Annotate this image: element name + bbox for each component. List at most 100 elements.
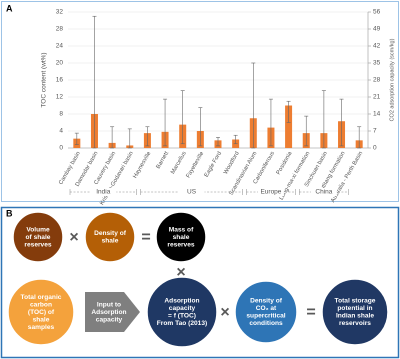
x-tick-label: Marcellus <box>170 151 188 176</box>
node-label: Total storage <box>335 298 376 305</box>
node-circle <box>84 211 136 263</box>
y-tick-label: 12 <box>56 94 64 101</box>
x-tick-label: Fayetteville <box>186 151 206 179</box>
node-circle <box>7 278 75 346</box>
panel-b-frame <box>0 206 400 359</box>
x-tick-label: Krishna-Godavari basin <box>99 151 134 206</box>
error-bar <box>145 126 150 147</box>
node-label: reserves <box>167 241 194 248</box>
y-tick-label: 20 <box>56 60 64 67</box>
node-label: shale <box>33 316 50 323</box>
node-label: shale <box>102 238 119 245</box>
y2-tick-label: 42 <box>373 43 381 50</box>
node-label: samples <box>28 324 55 331</box>
y2-tick-label: 14 <box>373 111 381 118</box>
operator: = <box>141 229 150 246</box>
y-axis-label: TOC content (wt%) <box>41 52 48 107</box>
node-label: carbon <box>30 301 52 308</box>
region-label: US <box>187 189 197 196</box>
node-circle <box>155 211 207 263</box>
y2-axis-label: CO2 adsorption capacity (scm/kg) <box>389 38 395 121</box>
node-label: reservoirs <box>339 320 371 327</box>
node-circle <box>146 276 218 348</box>
y2-tick-label: 21 <box>373 94 381 101</box>
node-label: supercritical <box>246 313 285 320</box>
y-tick-label: 4 <box>59 128 63 135</box>
node-label: of shale <box>26 234 51 241</box>
x-tick-label: Barnett <box>156 150 171 170</box>
error-bar <box>268 98 273 147</box>
operator: × <box>220 304 229 321</box>
error-bar <box>357 126 362 149</box>
node-circle <box>321 278 389 346</box>
node-label: Total organic <box>21 294 62 301</box>
panel-label: B <box>6 208 13 218</box>
error-bar <box>216 137 220 147</box>
node-label: Volume <box>26 226 50 233</box>
node-label: Input to <box>97 301 121 308</box>
node-label: Adsorption <box>164 298 199 305</box>
node-label: shale <box>173 234 190 241</box>
node-label: Adsorption <box>91 309 126 316</box>
x-tick-label: Woodford <box>223 151 241 176</box>
node-label: capacity <box>169 305 196 312</box>
error-bar <box>163 98 168 147</box>
node-label: Density of <box>250 298 283 305</box>
region-label-bg <box>90 188 117 196</box>
node-circle <box>12 211 64 263</box>
error-bar <box>304 115 309 147</box>
error-bar <box>110 126 115 149</box>
y2-tick-label: 0 <box>373 145 377 152</box>
operator: × <box>69 229 78 246</box>
arrow <box>85 292 140 332</box>
node-label: From Tao (2013) <box>157 320 207 327</box>
error-bar <box>92 15 97 149</box>
y-tick-label: 24 <box>56 43 64 50</box>
node-circle <box>234 280 298 344</box>
region-label: India <box>96 189 110 196</box>
x-tick-label: Posidonia <box>276 150 294 176</box>
y2-tick-label: 35 <box>373 60 381 67</box>
y-tick-label: 0 <box>59 145 63 152</box>
node-label: = f (TOC) <box>168 313 196 320</box>
y2-tick-label: 56 <box>373 9 381 16</box>
error-bar <box>286 100 291 123</box>
node-label: Indian shale <box>336 313 374 320</box>
node-label: conditions <box>249 320 283 327</box>
operator: × <box>176 264 185 281</box>
x-tick-label: Eagle Ford <box>204 151 223 179</box>
y2-tick-label: 7 <box>373 128 377 135</box>
error-bar <box>321 90 326 149</box>
node-label: capacity <box>96 316 123 323</box>
error-bar <box>233 134 238 145</box>
panel-a-frame <box>1 1 399 202</box>
operator: = <box>306 304 315 321</box>
error-bar <box>74 132 79 145</box>
node-label: potential in <box>337 305 372 312</box>
region-label: Europe <box>260 189 281 196</box>
region-label-bg <box>310 188 337 196</box>
region-label-bg <box>178 188 205 196</box>
error-bar <box>127 128 132 149</box>
node-label: (TOC) of <box>28 309 55 316</box>
y-tick-label: 8 <box>59 111 63 118</box>
x-tick-label: Haynesville <box>132 151 152 180</box>
node-label: CO₂ at <box>256 305 277 312</box>
error-bar <box>198 107 203 147</box>
region-label: China <box>315 189 332 196</box>
node-label: Mass of <box>169 226 194 233</box>
bar <box>285 105 293 148</box>
error-bar <box>339 98 344 147</box>
y-tick-label: 28 <box>56 26 64 33</box>
error-bar <box>180 90 185 145</box>
y-tick-label: 32 <box>56 9 64 16</box>
y-tick-label: 16 <box>56 77 64 84</box>
region-label-bg <box>257 188 284 196</box>
panel-label: A <box>6 3 13 13</box>
error-bar <box>251 62 256 149</box>
node-label: Density of <box>94 230 127 237</box>
node-label: reserves <box>24 241 51 248</box>
y2-tick-label: 49 <box>373 26 381 33</box>
y2-tick-label: 28 <box>373 77 381 84</box>
